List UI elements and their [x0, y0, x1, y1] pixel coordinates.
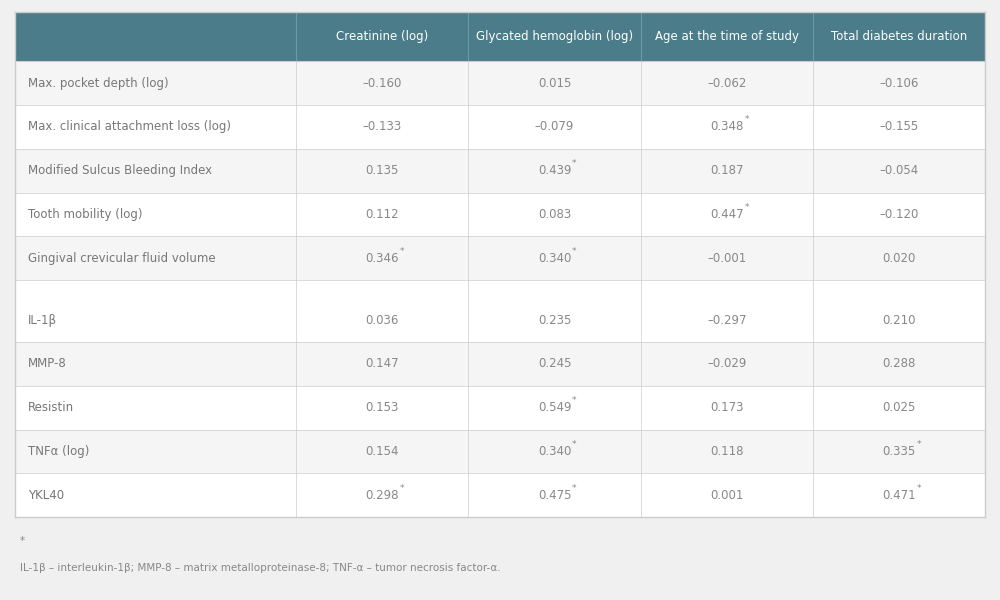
- Text: 0.471: 0.471: [882, 489, 916, 502]
- Text: 0.154: 0.154: [366, 445, 399, 458]
- Bar: [15, 386, 985, 430]
- Bar: [15, 105, 985, 149]
- Text: Max. clinical attachment loss (log): Max. clinical attachment loss (log): [28, 121, 231, 133]
- Text: 0.112: 0.112: [366, 208, 399, 221]
- Text: *: *: [400, 247, 404, 256]
- Text: *: *: [400, 484, 404, 493]
- Text: 0.135: 0.135: [366, 164, 399, 177]
- Text: 0.173: 0.173: [710, 401, 743, 414]
- Text: Gingival crevicular fluid volume: Gingival crevicular fluid volume: [28, 252, 216, 265]
- Text: Glycated hemoglobin (log): Glycated hemoglobin (log): [476, 30, 633, 43]
- Text: 0.015: 0.015: [538, 77, 571, 89]
- Text: 0.340: 0.340: [538, 445, 571, 458]
- Text: 0.335: 0.335: [882, 445, 916, 458]
- Text: –0.155: –0.155: [879, 121, 919, 133]
- Text: 0.288: 0.288: [882, 358, 916, 370]
- Bar: [15, 149, 985, 193]
- Bar: [15, 236, 985, 280]
- Text: –0.029: –0.029: [707, 358, 746, 370]
- Text: IL-1β – interleukin-1β; MMP-8 – matrix metalloproteinase-8; TNF-α – tumor necros: IL-1β – interleukin-1β; MMP-8 – matrix m…: [20, 563, 501, 573]
- Text: 0.439: 0.439: [538, 164, 571, 177]
- Text: –0.062: –0.062: [707, 77, 746, 89]
- Text: –0.297: –0.297: [707, 314, 746, 326]
- Text: 0.118: 0.118: [710, 445, 743, 458]
- Text: –0.054: –0.054: [879, 164, 919, 177]
- Text: 0.348: 0.348: [710, 121, 743, 133]
- Text: *: *: [916, 440, 921, 449]
- Text: Resistin: Resistin: [28, 401, 74, 414]
- Text: 0.549: 0.549: [538, 401, 571, 414]
- Text: *: *: [572, 396, 577, 405]
- Text: 0.020: 0.020: [882, 252, 916, 265]
- Text: *: *: [572, 159, 577, 168]
- Text: *: *: [572, 440, 577, 449]
- Text: 0.210: 0.210: [882, 314, 916, 326]
- Bar: [15, 430, 985, 473]
- Text: 0.340: 0.340: [538, 252, 571, 265]
- Text: 0.298: 0.298: [366, 489, 399, 502]
- Text: 0.187: 0.187: [710, 164, 743, 177]
- Text: *: *: [572, 484, 577, 493]
- Text: MMP-8: MMP-8: [28, 358, 67, 370]
- Text: Age at the time of study: Age at the time of study: [655, 30, 799, 43]
- Bar: [15, 342, 985, 386]
- Text: 0.346: 0.346: [366, 252, 399, 265]
- Text: 0.475: 0.475: [538, 489, 571, 502]
- Text: YKL40: YKL40: [28, 489, 64, 502]
- Text: Modified Sulcus Bleeding Index: Modified Sulcus Bleeding Index: [28, 164, 212, 177]
- Text: –0.160: –0.160: [363, 77, 402, 89]
- Text: –0.001: –0.001: [707, 252, 746, 265]
- Text: 0.245: 0.245: [538, 358, 571, 370]
- Text: Max. pocket depth (log): Max. pocket depth (log): [28, 77, 169, 89]
- Text: 0.025: 0.025: [882, 401, 916, 414]
- Text: Tooth mobility (log): Tooth mobility (log): [28, 208, 143, 221]
- Text: –0.133: –0.133: [363, 121, 402, 133]
- Text: 0.083: 0.083: [538, 208, 571, 221]
- Text: 0.235: 0.235: [538, 314, 571, 326]
- Text: *: *: [916, 484, 921, 493]
- Bar: [15, 61, 985, 105]
- Text: *: *: [20, 536, 25, 546]
- Text: IL-1β: IL-1β: [28, 314, 57, 326]
- Text: Creatinine (log): Creatinine (log): [336, 30, 429, 43]
- Text: *: *: [744, 115, 749, 124]
- Text: *: *: [744, 203, 749, 212]
- Text: –0.120: –0.120: [879, 208, 919, 221]
- Bar: [15, 193, 985, 236]
- Text: –0.079: –0.079: [535, 121, 574, 133]
- Bar: [15, 473, 985, 517]
- Text: Total diabetes duration: Total diabetes duration: [831, 30, 967, 43]
- Text: 0.001: 0.001: [710, 489, 743, 502]
- Text: –0.106: –0.106: [879, 77, 919, 89]
- Bar: [15, 12, 985, 61]
- Text: TNFα (log): TNFα (log): [28, 445, 89, 458]
- Text: 0.147: 0.147: [366, 358, 399, 370]
- Bar: [15, 298, 985, 342]
- Text: 0.153: 0.153: [366, 401, 399, 414]
- Text: *: *: [572, 247, 577, 256]
- Text: 0.036: 0.036: [366, 314, 399, 326]
- Text: 0.447: 0.447: [710, 208, 744, 221]
